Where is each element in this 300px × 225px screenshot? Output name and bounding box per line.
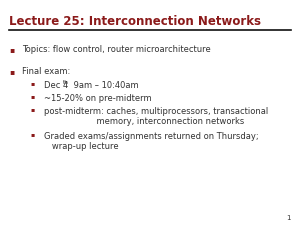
Text: wrap-up lecture: wrap-up lecture bbox=[44, 142, 118, 151]
Text: ~15-20% on pre-midterm: ~15-20% on pre-midterm bbox=[44, 94, 151, 103]
Text: Topics: flow control, router microarchitecture: Topics: flow control, router microarchit… bbox=[22, 45, 211, 54]
Text: ▪: ▪ bbox=[30, 107, 34, 112]
Text: memory, interconnection networks: memory, interconnection networks bbox=[44, 117, 244, 126]
Text: ▪: ▪ bbox=[9, 45, 14, 54]
Text: post-midterm: caches, multiprocessors, transactional: post-midterm: caches, multiprocessors, t… bbox=[44, 107, 268, 116]
Text: Dec 4: Dec 4 bbox=[44, 81, 68, 90]
Text: ▪: ▪ bbox=[30, 132, 34, 137]
Text: 1: 1 bbox=[286, 214, 291, 220]
Text: ▪: ▪ bbox=[9, 68, 14, 76]
Text: Final exam:: Final exam: bbox=[22, 68, 71, 76]
Text: th: th bbox=[62, 80, 68, 85]
Text: 9am – 10:40am: 9am – 10:40am bbox=[71, 81, 138, 90]
Text: Graded exams/assignments returned on Thursday;: Graded exams/assignments returned on Thu… bbox=[44, 132, 258, 141]
Text: ▪: ▪ bbox=[30, 81, 34, 86]
Text: ▪: ▪ bbox=[30, 94, 34, 99]
Text: Lecture 25: Interconnection Networks: Lecture 25: Interconnection Networks bbox=[9, 15, 261, 28]
